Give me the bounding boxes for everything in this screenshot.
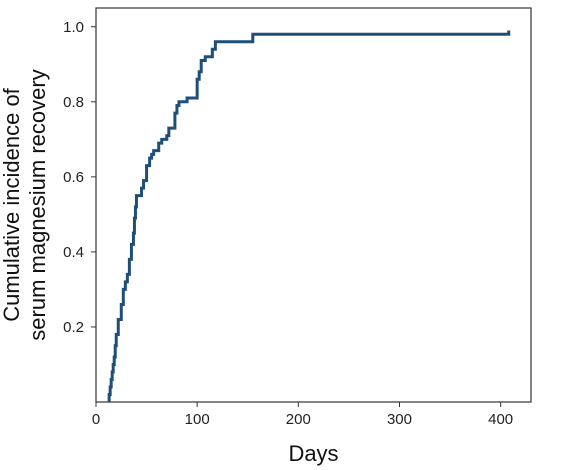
y-axis-title-line-1: Cumulative incidence of	[0, 87, 24, 321]
y-tick-label: 0.2	[63, 319, 84, 336]
x-tick-label: 100	[185, 411, 210, 428]
x-tick-label: 400	[488, 411, 513, 428]
x-tick-label: 300	[387, 411, 412, 428]
y-axis-title-line-2: serum magnesium recovery	[25, 69, 50, 340]
plot-frame	[95, 7, 532, 403]
x-tick-label: 0	[92, 411, 100, 428]
y-tick-label: 0.8	[63, 94, 84, 111]
x-tick-label: 200	[286, 411, 311, 428]
y-tick-label: 0.6	[63, 169, 84, 186]
y-tick-label: 0.4	[63, 244, 84, 261]
y-tick-label: 1.0	[63, 19, 84, 36]
cumulative-incidence-step-line	[107, 30, 511, 402]
x-axis-title: Days	[288, 441, 338, 466]
